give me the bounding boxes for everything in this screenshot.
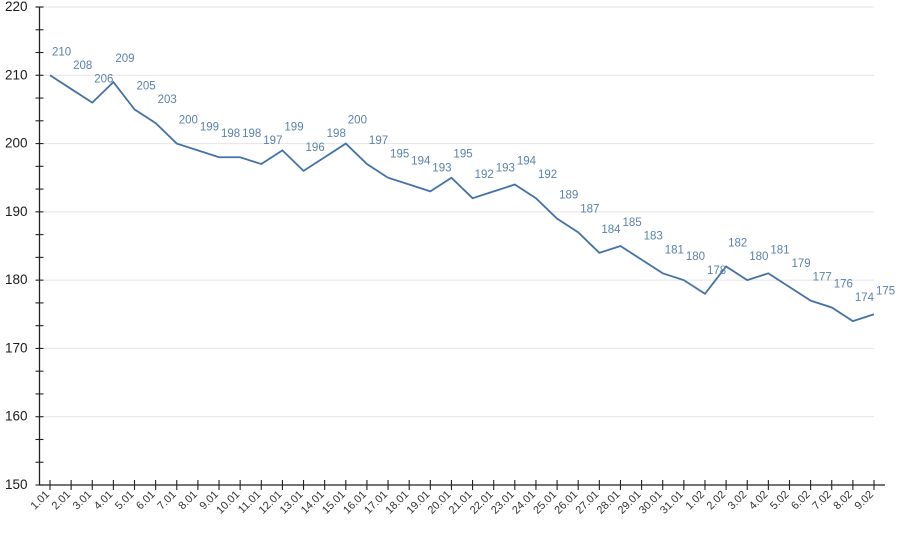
svg-text:13.01: 13.01 [278,489,306,517]
svg-text:19.01: 19.01 [404,489,432,517]
svg-text:193: 193 [432,162,451,174]
svg-text:5.02: 5.02 [768,489,792,513]
svg-text:199: 199 [284,121,303,133]
svg-text:2.01: 2.01 [50,489,74,513]
svg-text:150: 150 [5,477,28,492]
svg-text:199: 199 [200,121,219,133]
svg-text:181: 181 [665,244,684,256]
svg-text:198: 198 [327,128,346,140]
svg-text:3.01: 3.01 [71,489,95,513]
svg-text:196: 196 [306,142,325,154]
svg-text:31.01: 31.01 [658,489,686,517]
svg-text:24.01: 24.01 [510,489,538,517]
svg-text:16.01: 16.01 [341,489,369,517]
svg-text:220: 220 [5,0,28,14]
svg-text:1.02: 1.02 [683,489,707,513]
svg-text:208: 208 [73,60,92,72]
svg-text:6.02: 6.02 [789,489,813,513]
svg-text:21.01: 21.01 [447,489,475,517]
svg-text:8.02: 8.02 [831,489,855,513]
svg-text:195: 195 [453,149,472,161]
svg-text:4.01: 4.01 [92,489,116,513]
svg-text:14.01: 14.01 [299,489,327,517]
svg-text:183: 183 [644,231,663,243]
svg-text:9.02: 9.02 [852,489,876,513]
svg-text:25.01: 25.01 [531,489,559,517]
svg-text:210: 210 [52,46,71,58]
svg-text:190: 190 [5,204,28,219]
svg-text:206: 206 [94,74,113,86]
svg-text:175: 175 [876,285,895,297]
svg-text:7.01: 7.01 [155,489,179,513]
svg-text:197: 197 [369,135,388,147]
svg-text:192: 192 [538,169,557,181]
svg-text:180: 180 [749,251,768,263]
svg-text:30.01: 30.01 [637,489,665,517]
svg-text:185: 185 [622,217,641,229]
svg-text:4.02: 4.02 [747,489,771,513]
svg-text:205: 205 [137,80,156,92]
svg-text:203: 203 [158,94,177,106]
svg-text:194: 194 [517,156,537,168]
svg-text:18.01: 18.01 [383,489,411,517]
svg-text:189: 189 [559,190,578,202]
svg-text:160: 160 [5,409,28,424]
svg-text:177: 177 [813,272,832,284]
svg-text:187: 187 [580,203,599,215]
svg-text:170: 170 [5,340,28,355]
svg-text:197: 197 [263,135,282,147]
svg-text:194: 194 [411,156,431,168]
svg-text:5.01: 5.01 [113,489,137,513]
svg-text:180: 180 [5,272,28,287]
svg-text:12.01: 12.01 [257,489,285,517]
svg-text:3.02: 3.02 [726,489,750,513]
svg-text:210: 210 [5,67,28,82]
svg-text:209: 209 [115,53,134,65]
svg-text:184: 184 [601,224,621,236]
svg-text:1.01: 1.01 [28,489,52,513]
svg-text:193: 193 [496,162,515,174]
svg-text:10.01: 10.01 [214,489,242,517]
svg-text:29.01: 29.01 [616,489,644,517]
svg-text:27.01: 27.01 [574,489,602,517]
svg-text:17.01: 17.01 [362,489,390,517]
svg-text:178: 178 [707,265,726,277]
svg-text:174: 174 [855,292,875,304]
svg-text:26.01: 26.01 [552,489,580,517]
svg-text:176: 176 [834,278,853,290]
svg-text:198: 198 [242,128,261,140]
svg-text:20.01: 20.01 [426,489,454,517]
svg-text:198: 198 [221,128,240,140]
svg-text:15.01: 15.01 [320,489,348,517]
svg-text:2.02: 2.02 [705,489,729,513]
svg-text:23.01: 23.01 [489,489,517,517]
svg-text:8.01: 8.01 [176,489,200,513]
svg-text:182: 182 [728,237,747,249]
svg-text:195: 195 [390,149,409,161]
svg-text:7.02: 7.02 [810,489,834,513]
svg-text:181: 181 [770,244,789,256]
svg-text:180: 180 [686,251,705,263]
svg-text:179: 179 [791,258,810,270]
svg-text:6.01: 6.01 [134,489,158,513]
svg-text:200: 200 [348,115,367,127]
svg-text:200: 200 [179,115,198,127]
svg-text:22.01: 22.01 [468,489,496,517]
svg-text:192: 192 [475,169,494,181]
svg-text:200: 200 [5,136,28,151]
svg-text:28.01: 28.01 [595,489,623,517]
